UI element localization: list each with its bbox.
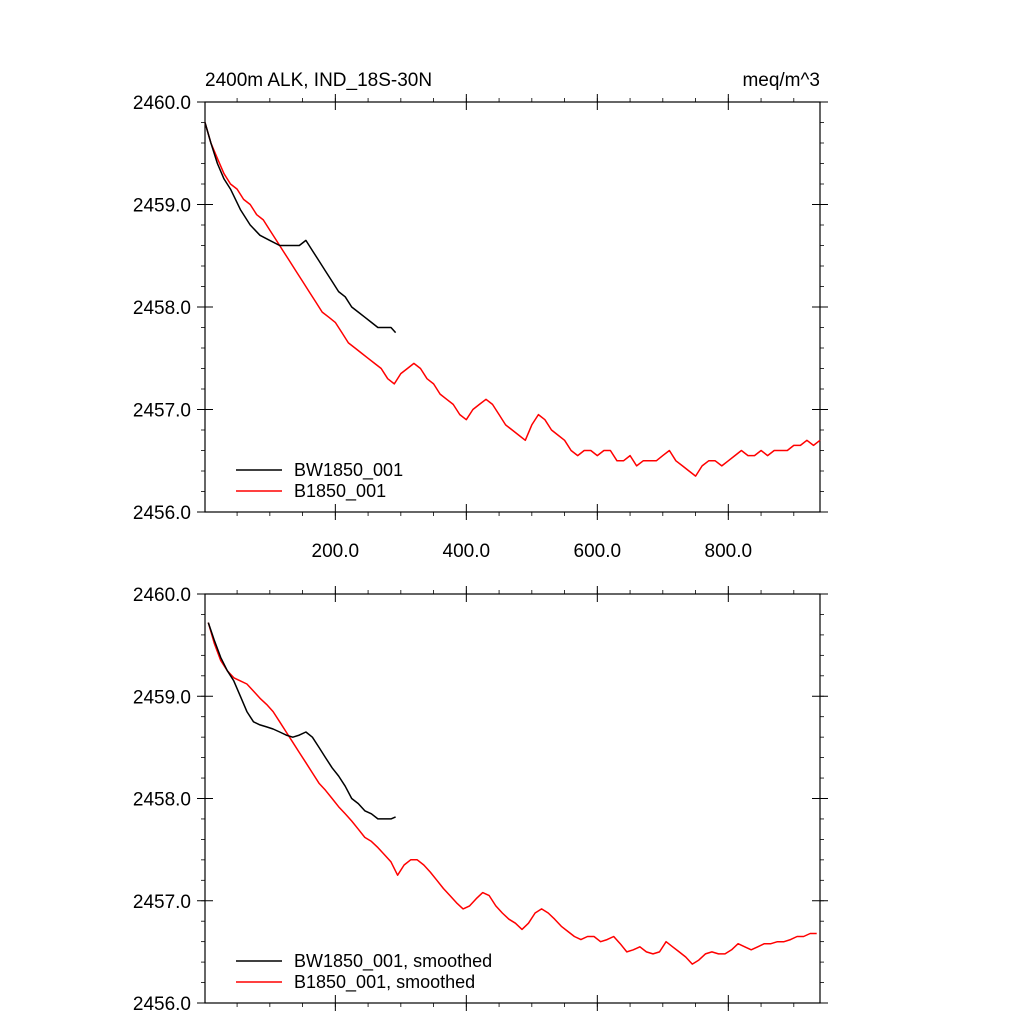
- legend-label-b1850: B1850_001: [294, 481, 386, 502]
- y-tick-label: 2456.0: [133, 503, 191, 524]
- legend-label-b1850-smoothed: B1850_001, smoothed: [294, 972, 475, 993]
- panel-bottom-series: [207, 622, 817, 965]
- units-label: meq/m^3: [742, 70, 820, 91]
- panel-top: 2400m ALK, IND_18S-30N meq/m^3 2456.0245…: [133, 70, 828, 562]
- panel-top-series: [204, 122, 821, 477]
- chart-title: 2400m ALK, IND_18S-30N: [205, 70, 432, 91]
- legend-top: BW1850_001 B1850_001: [236, 460, 403, 502]
- x-tick-label: 200.0: [312, 541, 360, 562]
- panel-bottom-axes: 2456.0 2457.0 2458.0 2459.0 2460.0: [133, 585, 828, 1015]
- x-tick-label: 400.0: [443, 541, 491, 562]
- series-line-bw1850-001-smoothed: [207, 622, 396, 820]
- legend-label-bw1850-smoothed: BW1850_001, smoothed: [294, 951, 492, 972]
- y-tick-label: 2459.0: [133, 196, 191, 217]
- y-tick-label: 2457.0: [133, 401, 191, 422]
- y-tick-label: 2458.0: [133, 790, 191, 811]
- series-line-b1850-001: [204, 122, 821, 477]
- y-tick-label: 2460.0: [133, 585, 191, 606]
- series-line-b1850-001-smoothed: [207, 622, 817, 965]
- x-tick-label: 800.0: [705, 541, 753, 562]
- y-tick-label: 2456.0: [133, 994, 191, 1015]
- y-tick-label: 2460.0: [133, 93, 191, 114]
- legend-bottom: BW1850_001, smoothed B1850_001, smoothed: [236, 951, 492, 993]
- series-line-bw1850-001: [204, 122, 397, 334]
- legend-label-bw1850: BW1850_001: [294, 460, 403, 481]
- x-tick-label: 600.0: [574, 541, 622, 562]
- y-tick-label: 2458.0: [133, 298, 191, 319]
- panel-top-axes: 2456.0 2457.0 2458.0 2459.0 2460.0 200.0 400.0…: [133, 93, 828, 562]
- y-tick-label: 2457.0: [133, 892, 191, 913]
- panel-bottom: 2456.0 2457.0 2458.0 2459.0 2460.0 BW1850_00…: [133, 585, 828, 1015]
- y-tick-label: 2459.0: [133, 687, 191, 708]
